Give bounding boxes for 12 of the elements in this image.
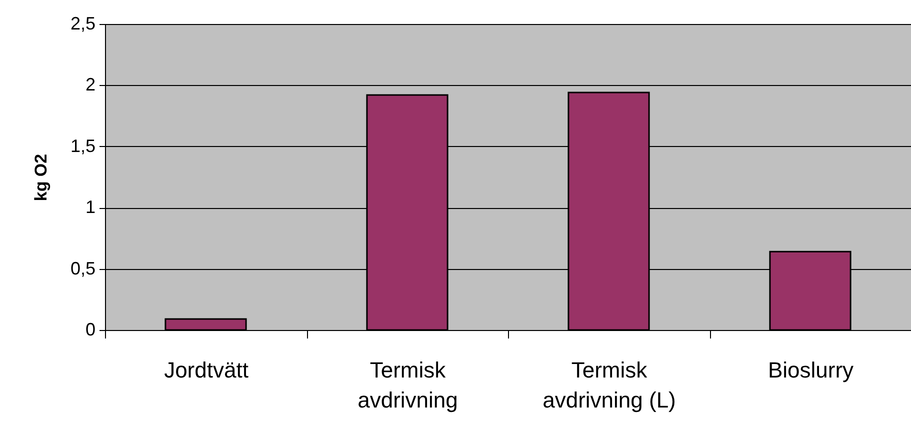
y-tick-label: 2 <box>85 74 96 95</box>
bar <box>164 318 247 331</box>
x-tick-label: Bioslurry <box>768 358 854 382</box>
x-tick-label: Termisk avdrivning (L) <box>542 358 676 412</box>
y-axis-title: kg O2 <box>31 154 50 202</box>
x-tick-label: Termisk avdrivning <box>358 358 458 412</box>
y-tick-label: 0 <box>85 320 96 340</box>
y-tick-label: 1 <box>85 197 96 218</box>
x-tick-label: Jordtvätt <box>164 358 248 382</box>
y-tick-label: 2,5 <box>70 14 96 34</box>
y-tick-label: 0,5 <box>70 258 96 278</box>
y-tick-label: 1,5 <box>70 136 96 156</box>
